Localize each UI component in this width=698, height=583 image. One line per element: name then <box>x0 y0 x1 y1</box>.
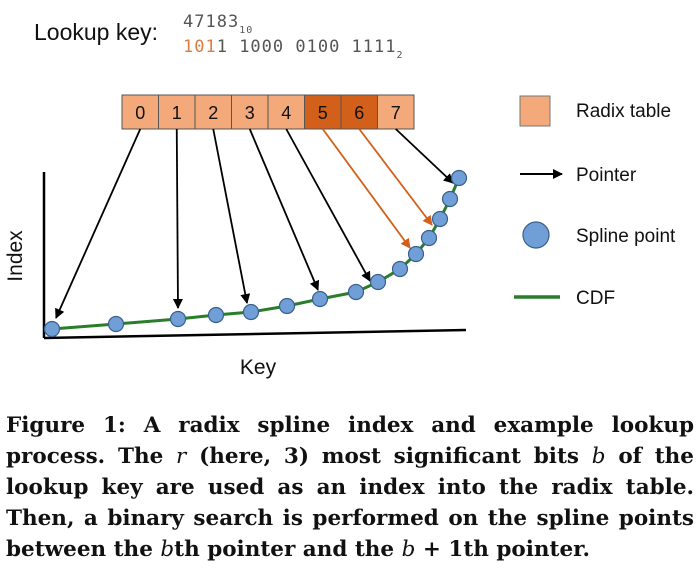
y-axis-label: Index <box>4 230 27 282</box>
pointer-arrow-1 <box>172 128 183 309</box>
spline-point-0 <box>43 320 61 338</box>
caption-var-b2: b <box>160 537 175 562</box>
radix-cell-label-1: 1 <box>172 103 182 123</box>
pointers <box>55 128 454 319</box>
caption-var-b3: b <box>401 537 416 562</box>
legend-cdf-label: CDF <box>576 288 615 309</box>
radix-spline-diagram: Lookup key: 4718310 1011 1000 0100 11112… <box>4 12 676 379</box>
lookup-key-binary-msb: 101 <box>183 37 217 57</box>
legend-spline-point-icon <box>522 221 550 249</box>
caption-var-b: b <box>591 444 606 469</box>
figure-caption: Figure 1: A radix spline index and examp… <box>6 410 694 565</box>
spline-point-5 <box>278 297 296 315</box>
spline-point-3 <box>207 306 225 324</box>
pointer-arrow-2 <box>212 128 251 304</box>
spline-point-9 <box>391 260 409 278</box>
lookup-key-binary-rest: 1 1000 0100 1111 <box>217 37 397 57</box>
pointer-arrow-7 <box>395 128 454 184</box>
caption-title: Figure 1: A radix spline index and examp… <box>6 413 694 469</box>
radix-cell-label-7: 7 <box>391 103 401 123</box>
radix-table: 0 1 2 3 4 5 6 7 <box>121 94 415 130</box>
spline-point-10 <box>407 245 425 263</box>
legend-radix-table-label: Radix table <box>576 101 671 122</box>
radix-cell-1 <box>158 94 196 130</box>
pointer-arrow-4 <box>285 128 371 282</box>
spline-point-12 <box>431 210 449 228</box>
lookup-key-decimal-value: 47183 <box>183 12 239 32</box>
radix-cell-label-6: 6 <box>354 103 364 123</box>
legend-pointer-label: Pointer <box>576 165 637 186</box>
pointer-arrow-6 <box>358 128 433 226</box>
lookup-key-label: Lookup key: <box>34 19 158 45</box>
legend-radix-table-swatch <box>519 95 551 127</box>
radix-cell-label-2: 2 <box>208 103 218 123</box>
radix-cell-5 <box>304 94 342 130</box>
radix-cell-label-0: 0 <box>135 103 145 123</box>
caption-text-3: of the lookup key are used as an index i… <box>6 444 694 562</box>
x-axis-label: Key <box>240 356 277 379</box>
lookup-key-decimal: 4718310 <box>183 12 253 36</box>
radix-cell-0 <box>121 94 159 130</box>
spline-point-6 <box>311 290 329 308</box>
lookup-key-decimal-base: 10 <box>239 25 253 36</box>
spline-point-2 <box>169 310 187 328</box>
radix-cell-label-3: 3 <box>245 103 255 123</box>
caption-text-4: th pointer and the <box>174 537 395 562</box>
radix-cell-label-4: 4 <box>281 103 291 123</box>
spline-point-1 <box>107 315 125 333</box>
pointer-arrow-0 <box>55 128 142 319</box>
spline-point-14 <box>450 169 468 187</box>
caption-text-1: The <box>117 444 164 469</box>
radix-cell-7 <box>377 94 415 130</box>
spline-point-8 <box>369 273 387 291</box>
x-axis <box>43 328 467 340</box>
spline-points <box>43 169 468 338</box>
lookup-key-binary: 1011 1000 0100 11112 <box>183 37 404 61</box>
caption-var-r: r <box>176 444 187 469</box>
spline-point-11 <box>420 229 438 247</box>
spline-point-4 <box>242 303 260 321</box>
spline-point-7 <box>347 283 365 301</box>
legend-spline-point-label: Spline point <box>576 226 676 247</box>
caption-text-5: + 1th pointer. <box>422 537 591 562</box>
pointer-arrow-5 <box>322 128 411 249</box>
lookup-key-binary-base: 2 <box>396 50 403 61</box>
caption-text-2: (here, 3) most significant bits <box>199 444 580 469</box>
spline-point-13 <box>441 190 459 208</box>
pointer-arrow-3 <box>248 128 320 291</box>
legend: Radix table Pointer Spline point CDF <box>514 95 676 309</box>
radix-cell-label-5: 5 <box>318 103 328 123</box>
